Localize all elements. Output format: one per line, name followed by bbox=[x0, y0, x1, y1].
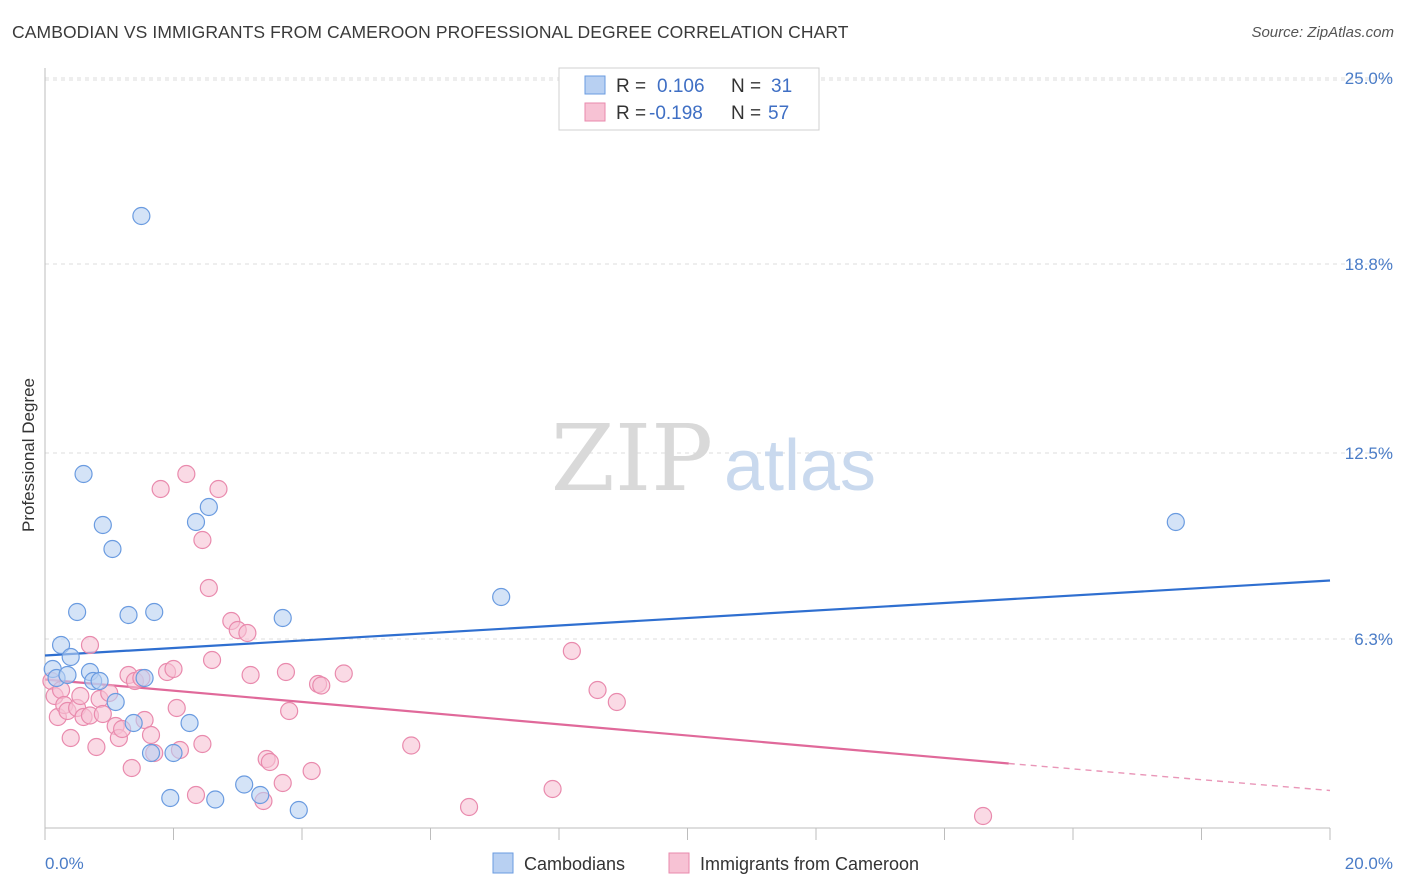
blue-trend-line bbox=[44, 579, 1331, 657]
pink-data-point bbox=[122, 758, 141, 778]
pink-data-point bbox=[93, 704, 112, 724]
pink-data-point bbox=[273, 773, 292, 793]
bottom-legend-swatch-pink bbox=[668, 852, 690, 874]
blue-data-point bbox=[492, 587, 511, 607]
blue-data-point bbox=[161, 788, 180, 808]
pink-data-point bbox=[199, 578, 218, 598]
watermark-atlas: atlas bbox=[724, 426, 876, 506]
legend-r-value-blue: 0.106 bbox=[657, 76, 705, 97]
pink-data-point bbox=[193, 530, 212, 550]
bottom-legend: Cambodians Immigrants from Cameroon bbox=[492, 852, 919, 874]
blue-data-point bbox=[235, 775, 254, 794]
watermark-zip: ZIP bbox=[551, 405, 713, 512]
blue-data-point bbox=[186, 512, 206, 532]
source-credit: Source: ZipAtlas.com bbox=[1251, 24, 1394, 41]
pink-data-point bbox=[276, 662, 296, 682]
legend-n-label: N = bbox=[731, 76, 761, 97]
blue-data-point bbox=[58, 665, 77, 685]
axes bbox=[44, 68, 1331, 840]
bottom-legend-label-cameroon: Immigrants from Cameroon bbox=[700, 854, 919, 874]
pink-data-point bbox=[241, 665, 260, 685]
pink-data-point bbox=[973, 806, 993, 826]
blue-data-point bbox=[135, 668, 154, 688]
bottom-legend-label-cambodians: Cambodians bbox=[524, 854, 625, 874]
pink-data-point bbox=[402, 736, 421, 755]
legend-swatch-pink bbox=[584, 102, 606, 122]
pink-data-point bbox=[202, 650, 222, 670]
pink-data-point bbox=[71, 686, 90, 706]
pink-data-point bbox=[167, 698, 186, 718]
pink-data-point bbox=[459, 797, 479, 817]
pink-data-point bbox=[607, 692, 626, 712]
blue-data-point bbox=[74, 464, 93, 484]
pink-data-point bbox=[87, 737, 106, 757]
y-axis-title: Professional Degree bbox=[19, 378, 38, 532]
blue-data-point bbox=[93, 515, 112, 535]
blue-data-point bbox=[106, 692, 125, 712]
blue-data-point bbox=[90, 671, 109, 691]
pink-trend-line bbox=[44, 678, 1009, 765]
pink-data-point bbox=[151, 479, 170, 499]
pink-data-point bbox=[61, 728, 80, 748]
legend-swatch-blue bbox=[584, 75, 606, 95]
legend-r-label: R = bbox=[616, 103, 646, 124]
blue-data-point bbox=[164, 743, 183, 763]
pink-data-point bbox=[260, 752, 279, 772]
blue-data-point bbox=[103, 539, 122, 559]
pink-data-point bbox=[312, 676, 331, 695]
x-tick-label: 0.0% bbox=[45, 854, 84, 873]
grid-lines bbox=[45, 77, 1392, 640]
bottom-legend-swatch-blue bbox=[492, 852, 514, 874]
blue-data-point bbox=[289, 800, 308, 820]
blue-data-point bbox=[132, 206, 151, 226]
pink-data-point bbox=[80, 635, 100, 655]
legend-n-value-blue: 31 bbox=[771, 76, 792, 97]
blue-data-point bbox=[206, 790, 225, 809]
blue-data-point bbox=[119, 605, 138, 625]
pink-data-point bbox=[238, 623, 257, 643]
x-tick-label: 20.0% bbox=[1345, 854, 1393, 873]
legend-n-label: N = bbox=[731, 103, 761, 124]
pink-data-point bbox=[302, 761, 321, 781]
pink-data-point bbox=[164, 659, 183, 679]
blue-data-point bbox=[1166, 512, 1185, 532]
top-legend: R = 0.106 N = 31 R = -0.198 N = 57 bbox=[558, 67, 820, 131]
pink-data-point bbox=[209, 479, 228, 499]
watermark: ZIP atlas bbox=[551, 405, 876, 512]
blue-data-point bbox=[124, 713, 143, 733]
pink-data-point bbox=[193, 734, 212, 754]
legend-r-value-pink: -0.198 bbox=[649, 103, 703, 124]
blue-data-point bbox=[145, 602, 164, 622]
pink-data-point bbox=[141, 725, 161, 745]
y-tick-label: 18.8% bbox=[1345, 255, 1393, 274]
y-tick-label: 25.0% bbox=[1345, 69, 1393, 88]
blue-data-point bbox=[273, 608, 292, 628]
pink-data-point bbox=[588, 680, 607, 700]
x-tick-labels: 0.0% 20.0% bbox=[45, 854, 1393, 873]
y-tick-label: 6.3% bbox=[1354, 630, 1393, 649]
blue-data-point bbox=[68, 602, 87, 622]
pink-trend-extension bbox=[1008, 762, 1331, 792]
pink-data-point bbox=[543, 779, 562, 799]
legend-n-value-pink: 57 bbox=[768, 103, 789, 124]
y-tick-label: 12.5% bbox=[1345, 444, 1393, 463]
pink-data-point bbox=[334, 664, 353, 683]
blue-data-point bbox=[199, 497, 218, 517]
data-points bbox=[42, 206, 1185, 826]
chart-title: CAMBODIAN VS IMMIGRANTS FROM CAMEROON PR… bbox=[12, 22, 849, 42]
pink-data-point bbox=[280, 701, 299, 721]
pink-data-point bbox=[186, 785, 206, 805]
pink-data-point bbox=[562, 641, 581, 661]
blue-data-point bbox=[51, 635, 71, 655]
blue-data-point bbox=[180, 713, 199, 733]
blue-data-point bbox=[61, 647, 80, 667]
blue-data-point bbox=[141, 743, 161, 763]
trend-lines bbox=[44, 579, 1331, 792]
pink-data-point bbox=[177, 464, 196, 484]
y-tick-labels: 25.0% 18.8% 12.5% 6.3% bbox=[1345, 69, 1393, 649]
legend-r-label: R = bbox=[616, 76, 646, 97]
blue-data-point bbox=[251, 785, 270, 805]
